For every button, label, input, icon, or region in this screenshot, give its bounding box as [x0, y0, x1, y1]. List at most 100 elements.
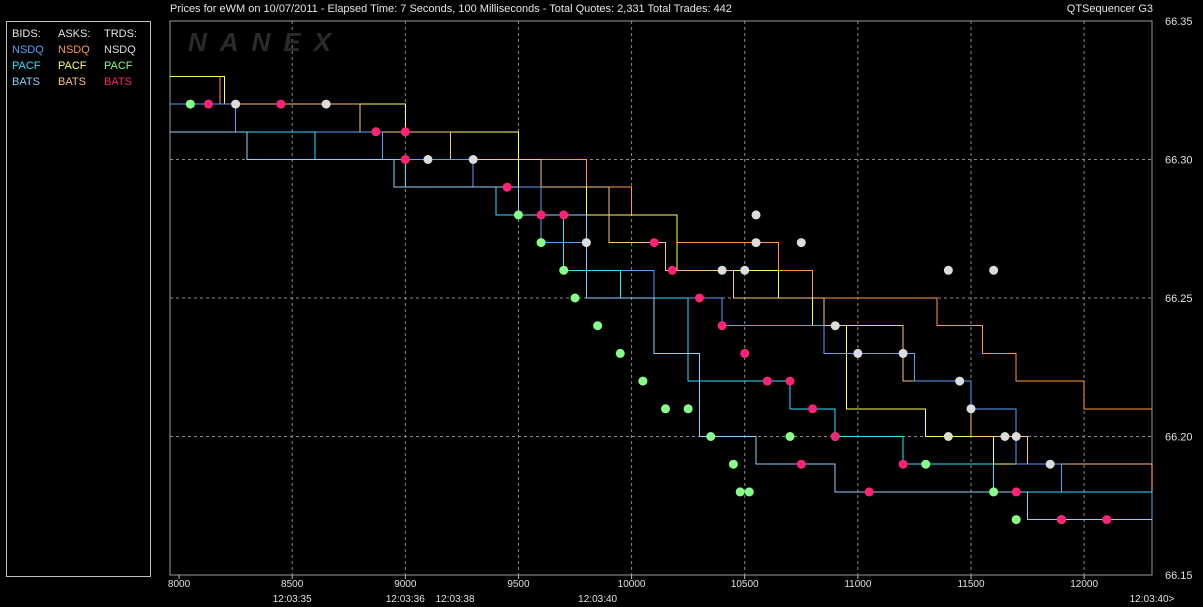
- trade-point-pacf: [744, 487, 754, 497]
- trade-point-pacf: [661, 404, 671, 414]
- trade-point-pacf: [989, 487, 999, 497]
- trade-point-pacf: [593, 321, 603, 331]
- trade-point-pacf: [513, 210, 523, 220]
- legend-trades: TRDS: NSDQ PACF BATS: [104, 26, 137, 90]
- y-tick-label: 66.25: [1165, 293, 1193, 305]
- trade-point-nsdq: [966, 404, 976, 414]
- x-tick-label: 9500: [507, 579, 530, 590]
- trade-point-nsdq: [898, 348, 908, 358]
- x-tick-label: 8000: [168, 579, 191, 590]
- trade-point-pacf: [728, 459, 738, 469]
- legend-bids-title: BIDS:: [12, 28, 41, 40]
- trade-point-nsdq: [231, 99, 241, 109]
- trade-point-bats: [1102, 515, 1112, 525]
- trade-point-bats: [808, 404, 818, 414]
- trade-point-nsdq: [1045, 459, 1055, 469]
- trade-point-bats: [400, 155, 410, 164]
- y-tick-label: 66.15: [1165, 570, 1193, 582]
- trade-point-pacf: [638, 376, 648, 386]
- trade-point-bats: [796, 459, 806, 469]
- trade-point-bats: [785, 376, 795, 386]
- legend-ask-nsdq: NSDQ: [58, 44, 90, 56]
- trade-point-bats: [276, 99, 286, 109]
- time-label: 12:03:35: [273, 594, 312, 605]
- trade-point-pacf: [735, 487, 745, 497]
- trade-point-bats: [667, 265, 677, 275]
- trade-point-nsdq: [1000, 432, 1010, 441]
- legend-ask-pacf: PACF: [58, 60, 87, 72]
- time-label: 12:03:38: [436, 594, 475, 605]
- trade-point-bats: [559, 210, 569, 220]
- x-tick-label: 8500: [281, 579, 304, 590]
- time-label: 12:03:40: [578, 594, 617, 605]
- trade-point-bats: [1011, 487, 1021, 497]
- trade-point-nsdq: [423, 155, 433, 164]
- time-label: 12:03:36: [386, 594, 425, 605]
- trade-point-nsdq: [943, 265, 953, 275]
- trade-point-nsdq: [796, 238, 806, 248]
- trade-point-pacf: [785, 432, 795, 441]
- trade-point-bats: [762, 376, 772, 386]
- y-tick-label: 66.20: [1165, 432, 1193, 444]
- trade-point-nsdq: [717, 265, 727, 275]
- trade-point-bats: [1056, 515, 1066, 525]
- trade-point-bats: [649, 238, 659, 248]
- legend-bid-bats: BATS: [12, 76, 40, 88]
- trade-point-nsdq: [955, 376, 965, 386]
- trade-point-bats: [400, 127, 410, 137]
- x-tick-label: 11000: [844, 579, 872, 590]
- trade-point-nsdq: [751, 210, 761, 220]
- legend-trade-nsdq: NSDQ: [104, 44, 136, 56]
- legend-bids: BIDS: NSDQ PACF BATS: [12, 26, 44, 90]
- trade-point-nsdq: [830, 321, 840, 331]
- product-name: QTSequencer G3: [1066, 3, 1153, 15]
- trade-point-nsdq: [1011, 432, 1021, 441]
- series-ask-bats: [170, 103, 1153, 492]
- trade-point-pacf: [615, 348, 625, 358]
- x-tick-label: 9000: [394, 579, 417, 590]
- time-label: 12:03:40>: [1130, 594, 1175, 605]
- trade-point-pacf: [706, 432, 716, 441]
- trade-point-bats: [898, 459, 908, 469]
- x-tick-label: 12000: [1070, 579, 1098, 590]
- trade-point-bats: [717, 321, 727, 331]
- trade-point-nsdq: [468, 155, 478, 164]
- trade-point-bats: [536, 210, 546, 220]
- watermark: NANEX: [188, 27, 345, 57]
- legend-trade-pacf: PACF: [104, 60, 133, 72]
- legend-trades-title: TRDS:: [104, 28, 137, 40]
- trade-point-pacf: [536, 238, 546, 248]
- legend-trade-bats: BATS: [104, 76, 132, 88]
- legend-bid-nsdq: NSDQ: [12, 44, 44, 56]
- trade-point-bats: [502, 182, 512, 192]
- trade-point-nsdq: [321, 99, 331, 109]
- legend-asks-title: ASKS:: [58, 28, 91, 40]
- trade-point-bats: [830, 432, 840, 441]
- trade-point-bats: [740, 348, 750, 358]
- trade-point-bats: [864, 487, 874, 497]
- trade-point-pacf: [683, 404, 693, 414]
- trade-point-bats: [203, 99, 213, 109]
- trade-point-nsdq: [853, 348, 863, 358]
- legend-bid-pacf: PACF: [12, 60, 41, 72]
- trade-point-nsdq: [989, 265, 999, 275]
- trade-point-nsdq: [751, 238, 761, 248]
- legend-panel: BIDS: NSDQ PACF BATS ASKS: NSDQ PACF BAT…: [6, 21, 151, 577]
- trade-point-pacf: [559, 265, 569, 275]
- series-bid-nsdq: [170, 103, 1153, 520]
- y-tick-label: 66.30: [1165, 155, 1193, 167]
- chart-title: Prices for eWM on 10/07/2011 - Elapsed T…: [170, 3, 732, 15]
- trade-point-bats: [371, 127, 381, 137]
- x-tick-label: 11500: [957, 579, 985, 590]
- trade-point-pacf: [185, 99, 195, 109]
- trade-point-pacf: [570, 293, 580, 303]
- trade-point-pacf: [921, 459, 931, 469]
- x-tick-label: 10000: [618, 579, 646, 590]
- legend-asks: ASKS: NSDQ PACF BATS: [58, 26, 90, 90]
- trade-point-bats: [694, 293, 704, 303]
- y-tick-label: 66.35: [1165, 16, 1193, 28]
- trade-point-nsdq: [740, 265, 750, 275]
- trade-point-nsdq: [943, 432, 953, 441]
- series-bid-bats: [170, 131, 1152, 521]
